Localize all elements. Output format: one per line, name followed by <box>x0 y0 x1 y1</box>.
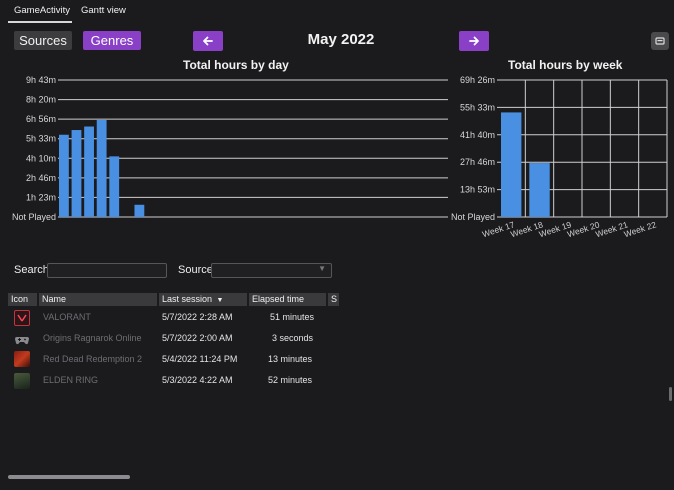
week-chart-title: Total hours by week <box>508 58 623 72</box>
prev-month-button[interactable] <box>193 31 223 51</box>
day-bar <box>134 204 145 217</box>
table-row[interactable]: VALORANT 5/7/2022 2:28 AM 51 minutes <box>0 308 340 328</box>
day-y-tick-label: 8h 20m <box>26 95 56 105</box>
elapsed-time: 3 seconds <box>272 333 314 343</box>
source-label: Source <box>178 264 213 276</box>
week-y-tick-label: 69h 26m <box>460 75 495 85</box>
game-name: VALORANT <box>43 312 91 322</box>
game-name: Origins Ragnarok Online <box>43 333 142 343</box>
day-y-tick-label: 5h 33m <box>26 134 56 144</box>
last-session: 5/4/2022 11:24 PM <box>162 354 238 364</box>
gamepad-icon <box>14 331 30 347</box>
last-session: 5/7/2022 2:00 AM <box>162 333 233 343</box>
tab-bar: GameActivity Gantt view <box>0 0 674 24</box>
day-y-tick-label: Not Played <box>12 212 56 222</box>
vertical-scrollbar[interactable] <box>669 387 672 401</box>
week-y-tick-label: Not Played <box>451 212 495 222</box>
day-chart: Not Played 1h 23m 2h 46m 4h 10m 5h 33m 6h 56m… <box>12 75 448 222</box>
game-name: Red Dead Redemption 2 <box>43 354 143 364</box>
day-chart-title: Total hours by day <box>183 58 289 72</box>
game-name: ELDEN RING <box>43 375 99 385</box>
valorant-icon <box>14 310 30 326</box>
week-y-tick-label: 13h 53m <box>460 185 495 195</box>
chevron-down-icon: ▼ <box>318 264 326 273</box>
search-label: Search <box>14 264 49 276</box>
day-y-tick-label: 1h 23m <box>26 192 56 202</box>
table-row[interactable]: ELDEN RING 5/3/2022 4:22 AM 52 minutes <box>0 371 340 391</box>
horizontal-scrollbar[interactable] <box>8 475 130 479</box>
day-bar <box>96 119 107 217</box>
settings-icon <box>655 37 665 45</box>
day-y-tick-label: 4h 10m <box>26 153 56 163</box>
week-chart: Not Played 13h 53m 27h 46m 41h 40m 55h 33m 69… <box>451 75 668 239</box>
day-y-tick-label: 9h 43m <box>26 75 56 85</box>
sort-desc-icon: ▼ <box>216 297 224 304</box>
column-header-last-session[interactable]: Last session ▼ <box>159 293 247 306</box>
day-bar <box>84 126 94 217</box>
week-bar <box>529 163 550 217</box>
column-header-elapsed-time[interactable]: Elapsed time <box>249 293 326 306</box>
current-month-label: May 2022 <box>307 31 375 48</box>
day-bar <box>59 134 69 217</box>
last-session: 5/3/2022 4:22 AM <box>162 375 233 385</box>
table-row[interactable]: Red Dead Redemption 2 5/4/2022 11:24 PM … <box>0 350 340 370</box>
week-x-tick-label: Week 22 <box>623 219 658 239</box>
last-session: 5/7/2022 2:28 AM <box>162 312 233 322</box>
column-header-icon[interactable]: Icon <box>8 293 37 306</box>
elapsed-time: 52 minutes <box>268 375 313 385</box>
week-y-tick-label: 27h 46m <box>460 157 495 167</box>
day-y-tick-label: 2h 46m <box>26 173 56 183</box>
search-input[interactable] <box>47 263 167 278</box>
tab-gantt-view[interactable]: Gantt view <box>81 5 126 16</box>
day-y-tick-label: 6h 56m <box>26 114 56 124</box>
day-bar <box>71 130 82 217</box>
week-y-tick-label: 55h 33m <box>460 102 495 112</box>
column-header-name[interactable]: Name <box>39 293 157 306</box>
next-month-button[interactable] <box>459 31 489 51</box>
week-y-tick-label: 41h 40m <box>460 130 495 140</box>
arrow-right-icon <box>469 36 479 46</box>
column-header-last-session-label: Last session <box>162 294 213 304</box>
elden-ring-icon <box>14 373 30 389</box>
table-row[interactable]: Origins Ragnarok Online 5/7/2022 2:00 AM… <box>0 329 340 349</box>
elapsed-time: 13 minutes <box>268 354 313 364</box>
sources-button[interactable]: Sources <box>14 31 72 50</box>
genres-button[interactable]: Genres <box>83 31 141 50</box>
column-header-source[interactable]: S <box>328 293 339 306</box>
active-tab-indicator <box>8 21 72 23</box>
elapsed-time: 51 minutes <box>270 312 315 322</box>
source-select[interactable]: ▼ <box>211 263 332 278</box>
tab-gameactivity[interactable]: GameActivity <box>14 5 70 16</box>
day-bar <box>109 156 120 217</box>
settings-button[interactable] <box>651 32 669 50</box>
week-bar <box>501 112 522 217</box>
red-dead-redemption-icon <box>14 351 30 367</box>
arrow-left-icon <box>203 36 213 46</box>
